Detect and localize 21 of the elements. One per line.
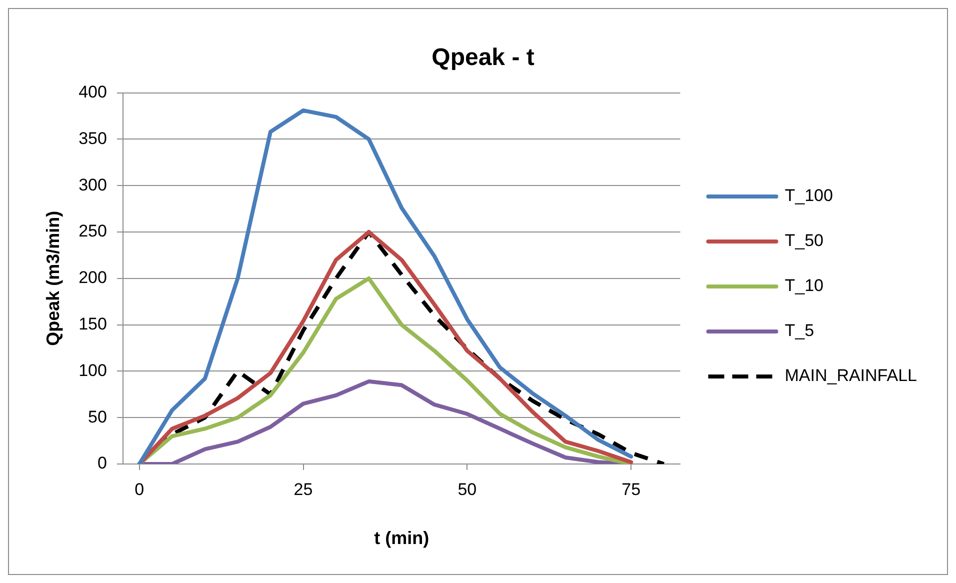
legend-label: MAIN_RAINFALL <box>784 366 917 386</box>
chart-title: Qpeak - t <box>432 44 534 72</box>
legend-label: T_5 <box>784 321 814 340</box>
x-axis-title: t (min) <box>374 528 430 548</box>
y-tick-label: 400 <box>78 82 107 102</box>
y-tick-label: 300 <box>78 175 107 194</box>
x-tick-label: 50 <box>458 480 477 499</box>
y-tick-label: 150 <box>78 314 107 334</box>
y-tick-label: 0 <box>97 454 107 473</box>
y-axis-title: Qpeak (m3/min) <box>42 210 63 346</box>
y-tick-label: 50 <box>88 407 107 426</box>
y-tick-label: 350 <box>78 128 107 148</box>
y-tick-label: 100 <box>78 360 107 380</box>
legend-label: T_10 <box>784 276 824 296</box>
legend-label: T_50 <box>784 231 824 250</box>
legend-label: T_100 <box>784 186 833 206</box>
y-tick-label: 200 <box>78 268 107 288</box>
y-tick-label: 250 <box>78 222 107 241</box>
x-tick-label: 0 <box>134 480 144 499</box>
x-tick-label: 75 <box>622 480 641 499</box>
x-tick-label: 25 <box>294 480 313 499</box>
